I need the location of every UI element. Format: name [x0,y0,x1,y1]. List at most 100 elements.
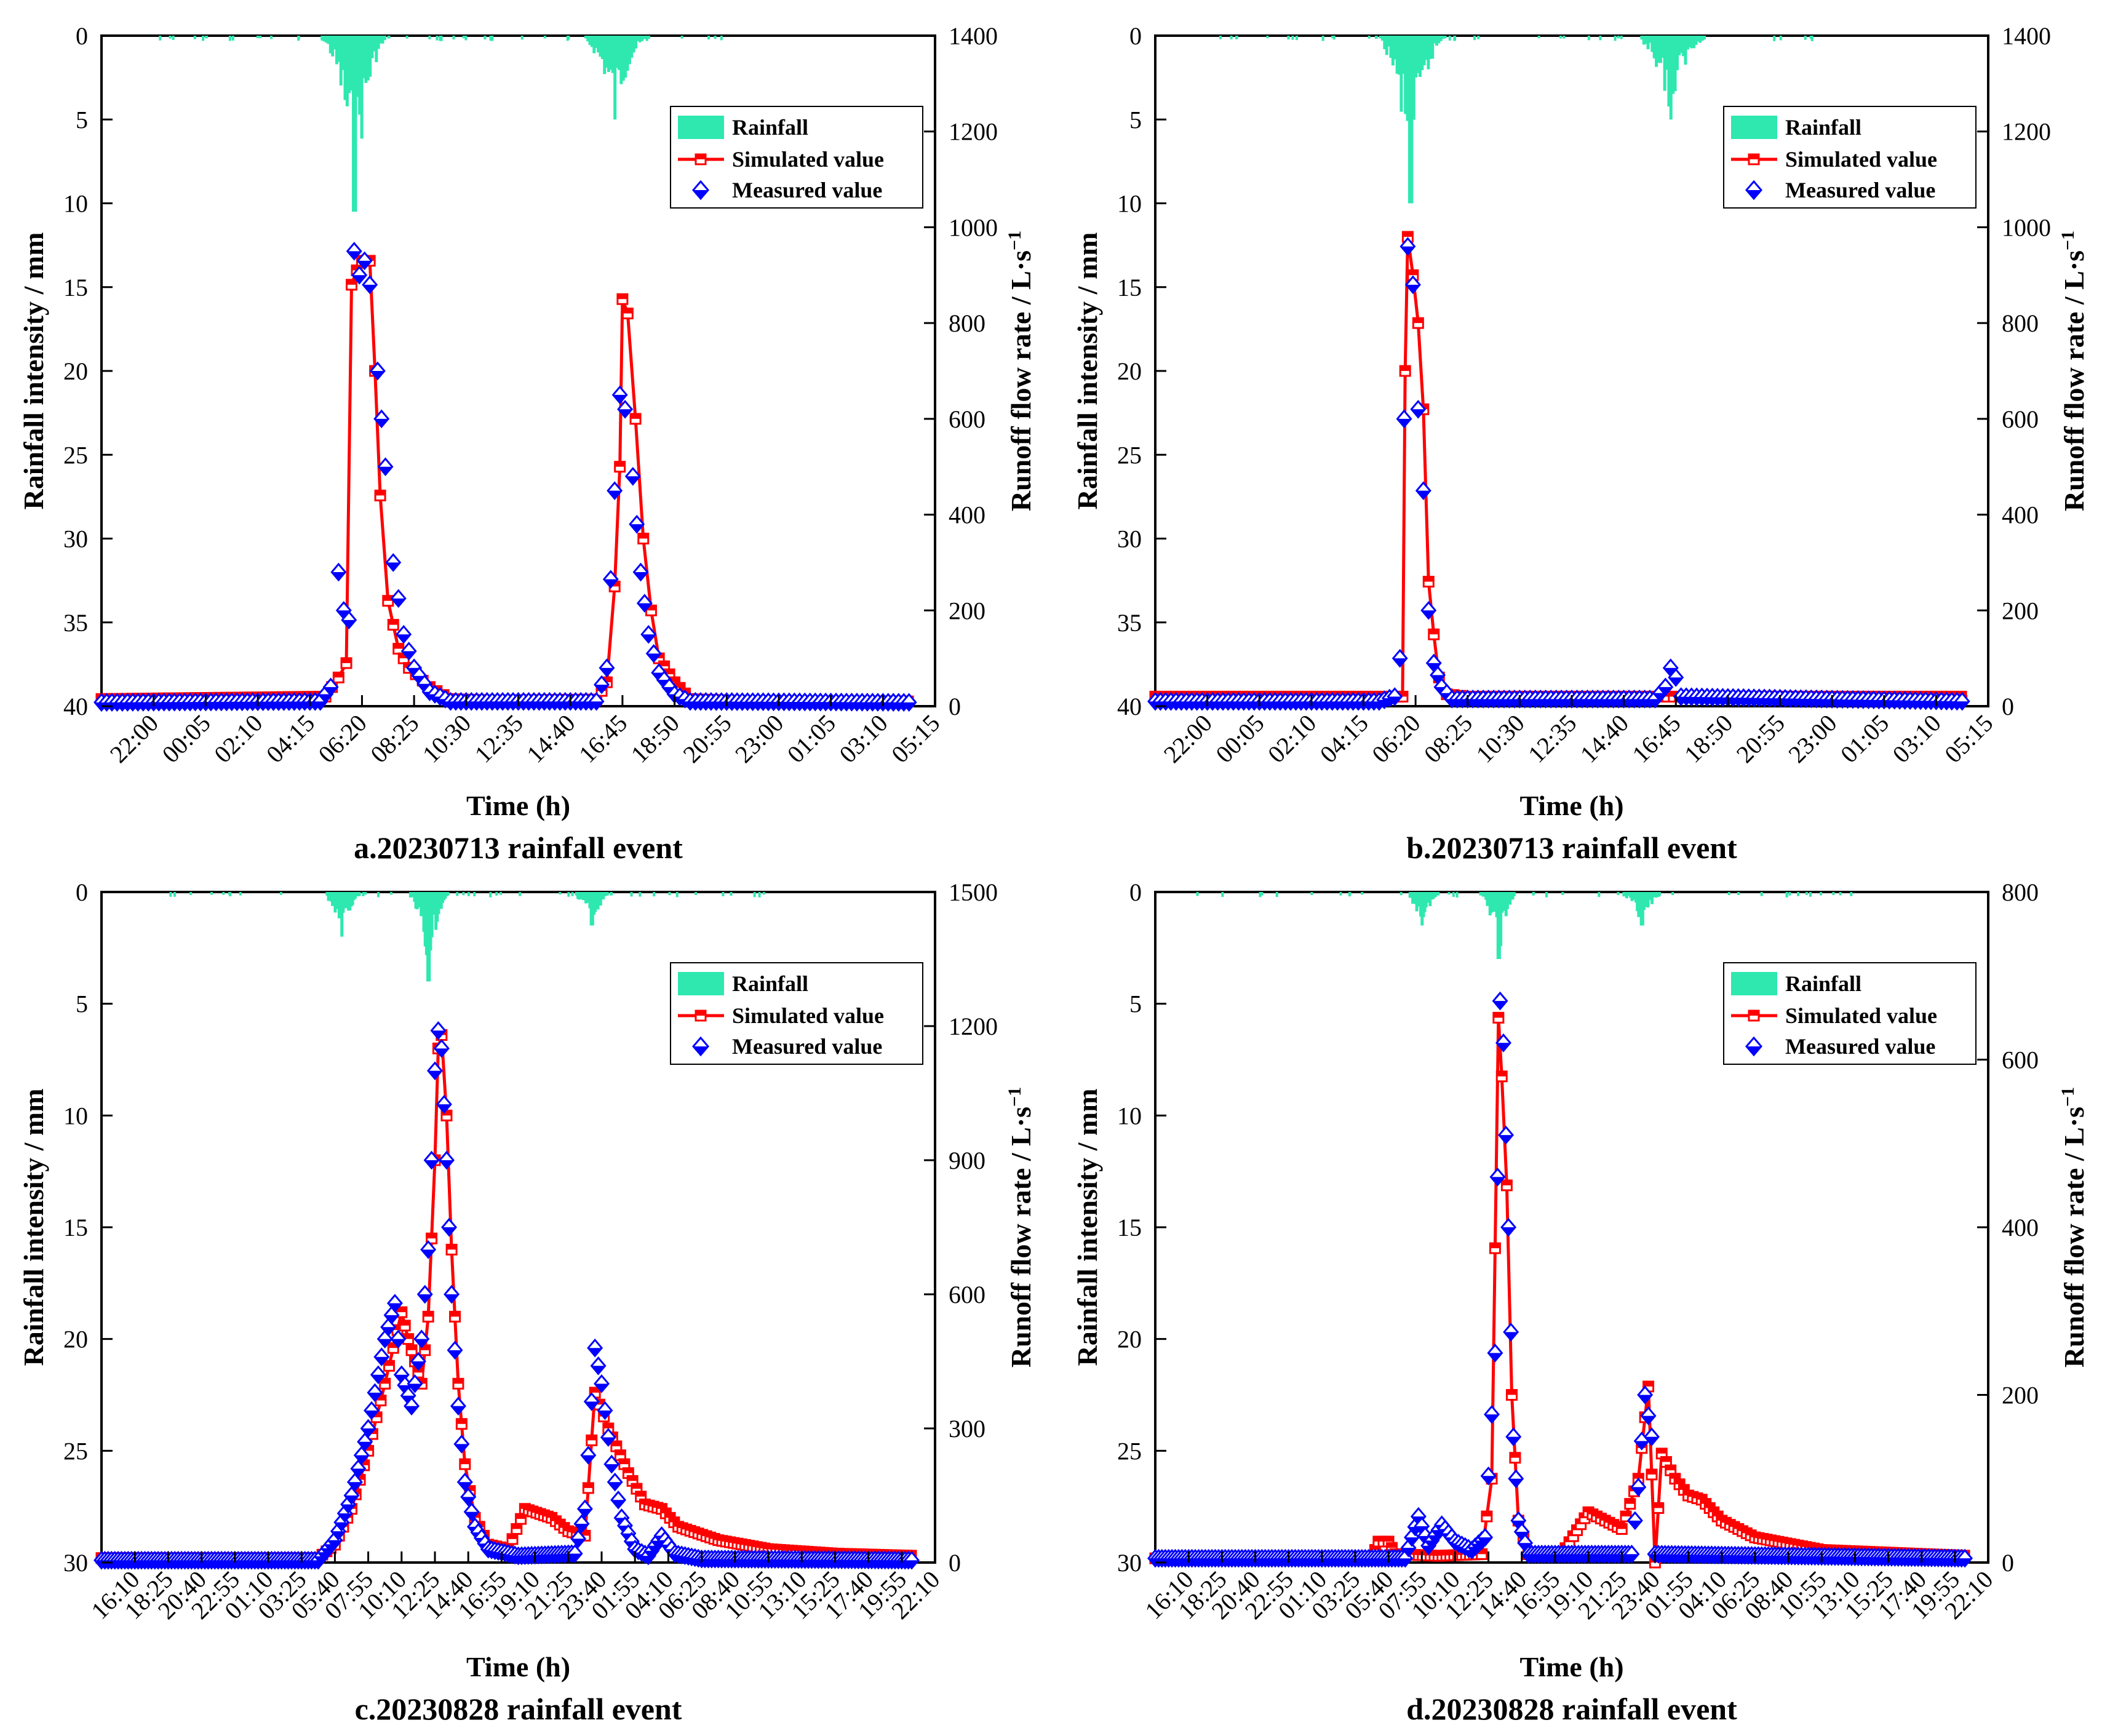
rainfall-bar [1810,36,1813,41]
measured-point-fill [1401,1548,1415,1556]
simulated-point-fill [511,1524,522,1529]
x-axis-tick-label: 06:20 [1366,709,1425,768]
right-axis-tick-label: 1200 [949,118,998,146]
left-axis-tick-label: 40 [1117,693,1142,720]
rainfall-bar [1650,892,1654,904]
simulated-point-fill [1662,691,1673,697]
rainfall-bar [428,36,431,39]
rainfall-bar [1379,36,1382,39]
measured-point-fill [611,1500,626,1508]
rainfall-bar [1486,892,1489,897]
right-axis-tick-label: 800 [949,309,985,337]
legend-measured-label: Measured value [732,1034,882,1059]
measured-point-fill [1485,1414,1499,1423]
legend-simulated-marker-fill [1749,1011,1759,1016]
rainfall-bar [1428,36,1432,59]
rainfall-bar [617,36,621,70]
rainfall-bar [1380,36,1384,41]
simulated-point-fill [586,1435,597,1441]
legend-simulated-marker-fill [696,1011,706,1016]
measured-point-fill [434,1048,448,1057]
simulated-point-fill [416,1379,427,1384]
legend-measured-marker-fill [1746,190,1761,199]
measured-point-fill [618,409,632,418]
legend-simulated-label: Simulated value [1785,1003,1937,1028]
left-axis-title: Rainfall intensity / mm [1072,232,1103,509]
measured-point-fill [341,1504,356,1513]
left-axis-tick-label: 40 [63,693,88,720]
simulated-point-fill [1653,1503,1663,1508]
rainfall-bar [1809,36,1812,39]
rainfall-bar [491,36,494,41]
left-axis-tick-label: 25 [63,441,88,469]
left-axis-tick-label: 30 [63,525,88,553]
measured-point-fill [371,1374,385,1383]
measured-point-fill [608,490,622,499]
measured-point-fill [1411,409,1425,418]
simulated-point-fill [1621,1511,1631,1517]
rainfall-bar [205,36,208,39]
measured-markers [94,1021,920,1570]
rainfall-bar [228,892,231,895]
rainfall-bar [339,36,343,86]
legend-rainfall-swatch [678,972,724,995]
rainfall-bar [1385,36,1388,55]
rainfall-bar [360,36,364,139]
rainfall-bar [1692,36,1696,49]
rainfall-bar [239,892,242,896]
measured-point-fill [626,476,640,485]
rainfall-bar [1678,36,1681,55]
simulated-point-fill [363,1446,373,1451]
rainfall-bar [602,36,605,41]
rainfall-bar [1654,892,1658,898]
simulated-point-fill [375,490,386,496]
rainfall-bar [1652,36,1656,58]
left-axis-tick-label: 0 [76,878,88,906]
left-axis-tick-label: 20 [1117,1326,1142,1353]
right-axis-tick-label: 400 [2002,501,2039,529]
rainfall-bar [172,36,175,41]
rainfall-bar [1673,36,1677,92]
measured-point-fill [431,1030,445,1039]
rainfall-bar [1423,36,1427,41]
rainfall-bar [1658,892,1662,896]
rainfall-bar [1401,36,1405,74]
rainfall-bar [624,36,627,78]
right-axis-title-main: Runoff flow rate / L·s [1005,1107,1037,1368]
measured-point-fill [1491,1177,1505,1185]
rainfall-bar [1700,36,1704,41]
simulated-point-fill [1661,1457,1671,1462]
legend-simulated-marker-fill [696,154,706,159]
simulated-point-fill [1949,691,1960,697]
measured-point-fill [344,1495,359,1503]
rainfall-bar [383,36,386,41]
measured-point-fill [384,1315,399,1323]
simulated-point-fill [1481,1511,1492,1517]
rainfall-bar [599,892,602,906]
simulated-point-fill [399,653,409,659]
simulated-point-fill [239,692,250,698]
rainfall-series [1219,36,1813,204]
simulated-point-fill [301,691,312,697]
x-axis-tick-label: 14:40 [1575,709,1634,768]
rainfall-bar [358,892,361,896]
measured-point-fill [578,1508,592,1517]
right-axis-tick-label: 600 [2002,1046,2039,1074]
left-axis-tick-label: 20 [63,1326,88,1353]
measured-point-fill [397,634,411,643]
measured-point-fill [1488,1353,1502,1361]
rainfall-bar [1614,36,1617,41]
simulated-point-fill [1314,691,1324,697]
right-axis-tick-label: 800 [2002,309,2039,337]
measured-point-fill [354,1455,368,1463]
rainfall-bar [1688,36,1692,47]
rainfall-bar [1671,36,1675,94]
rainfall-bar [1385,36,1388,40]
rainfall-bar [599,36,602,57]
simulated-point-fill [661,1508,671,1514]
rainfall-bar [322,36,326,42]
measured-point-fill [418,1294,432,1302]
rainfall-bar [1696,36,1700,42]
simulated-point-fill [631,1484,642,1489]
